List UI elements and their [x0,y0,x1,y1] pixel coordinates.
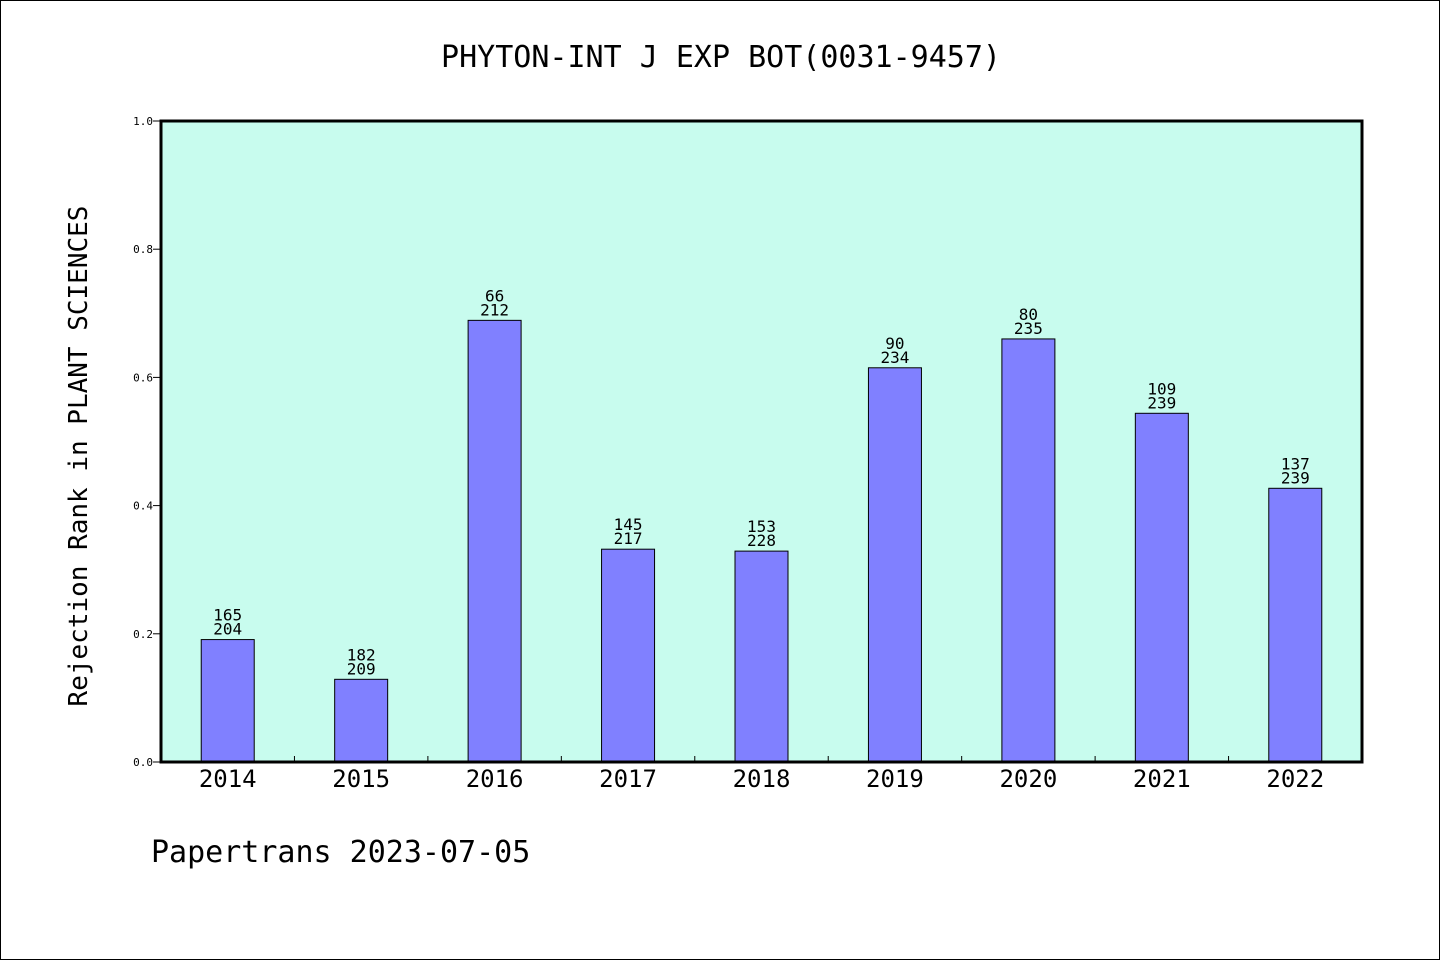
bar-label-bottom: 228 [747,531,776,550]
bar [734,550,789,763]
y-tick-label: 1.0 [133,115,153,128]
bar [467,319,522,763]
x-tick-label: 2021 [1133,765,1191,793]
x-tick-label: 2022 [1266,765,1324,793]
x-tick-label: 2014 [199,765,257,793]
bar-label-bottom: 239 [1147,393,1176,412]
y-tick-label: 0.4 [133,500,153,513]
x-tick-label: 2015 [332,765,390,793]
x-tick-label: 2020 [999,765,1057,793]
bar-label-top: 80 [1019,305,1038,324]
chart-title: PHYTON-INT J EXP BOT(0031-9457) [441,40,1001,75]
y-tick-label: 0.8 [133,243,153,256]
bar [1001,338,1056,763]
bar-label-bottom: 212 [480,300,509,319]
bar-label-bottom: 235 [1014,319,1043,338]
plot-border [159,119,1364,764]
bar [867,367,922,763]
bar [601,548,656,763]
x-tick-label: 2017 [599,765,657,793]
bar-label-top: 137 [1281,454,1310,473]
x-tick-label: 2016 [466,765,524,793]
bar [1268,487,1323,763]
y-tick-label: 0.0 [133,756,153,769]
y-tick-label: 0.2 [133,628,153,641]
bar-label-top: 165 [213,606,242,625]
bar [1134,412,1189,763]
x-tick-label: 2018 [733,765,791,793]
bar [200,639,255,763]
bar-label-bottom: 204 [213,620,242,639]
bar-label-bottom: 217 [614,529,643,548]
bar-label-top: 109 [1147,379,1176,398]
bar-label-top: 66 [485,286,504,305]
bar-label-top: 90 [885,334,904,353]
bar-label-bottom: 234 [880,348,909,367]
bar-label-top: 182 [347,645,376,664]
bar-label-bottom: 239 [1281,468,1310,487]
x-tick-label: 2019 [866,765,924,793]
bar-label-top: 153 [747,517,776,536]
y-tick-label: 0.6 [133,371,153,384]
y-axis-label: Rejection Rank in PLANT SCIENCES [64,206,94,707]
bar-label-top: 145 [614,515,643,534]
bar [334,678,389,763]
footer-stamp: Papertrans 2023-07-05 [151,835,531,870]
bar-label-bottom: 209 [347,659,376,678]
